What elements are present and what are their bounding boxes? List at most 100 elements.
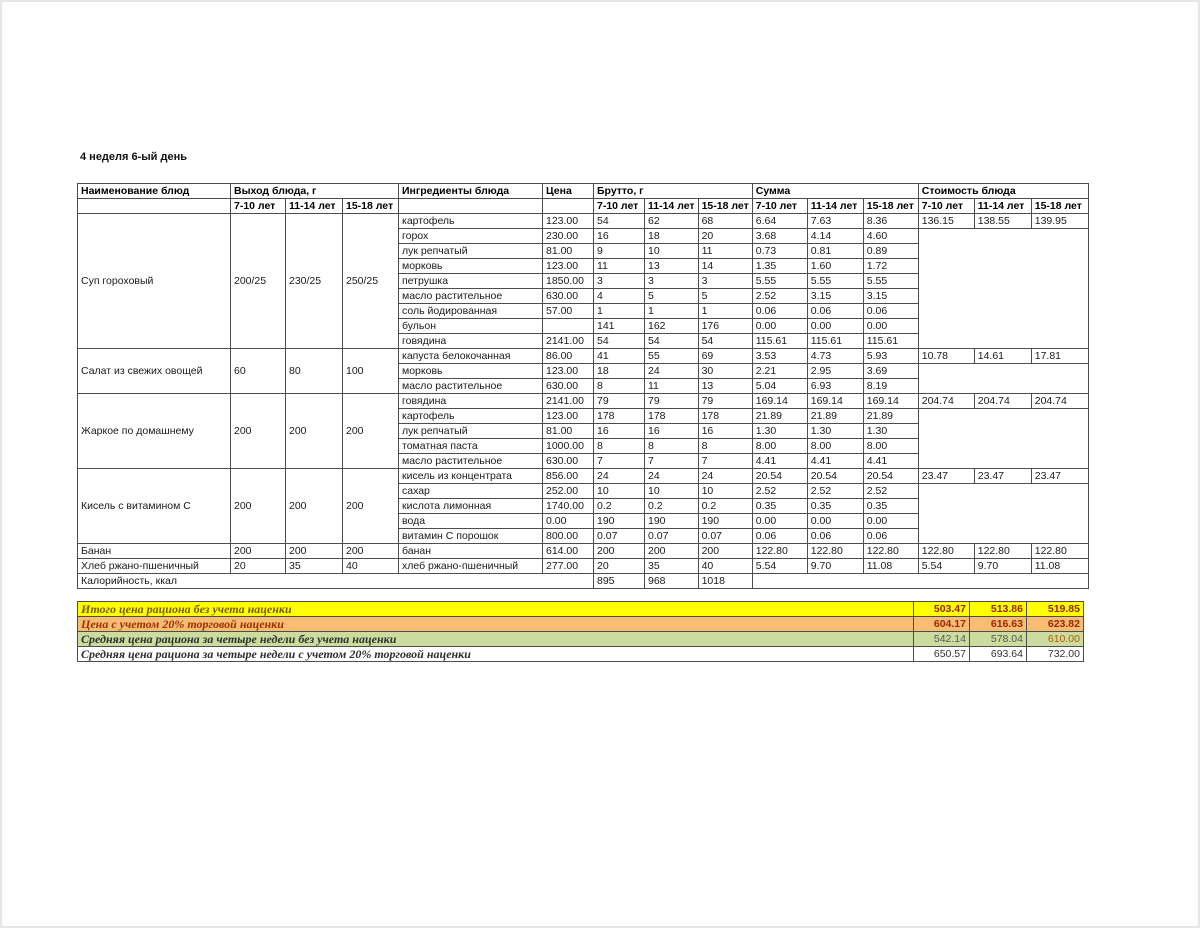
- summary-value: 542.14: [913, 631, 970, 647]
- ingredient-cell: говядина: [398, 393, 543, 409]
- cost-cell: 9.70: [973, 558, 1032, 574]
- dish-vyhod-cell: 200: [342, 393, 399, 469]
- price-cell: 277.00: [542, 558, 594, 574]
- summa-cell: 5.04: [751, 378, 808, 394]
- price-cell: 1740.00: [542, 498, 594, 514]
- dish-name-cell: Жаркое по домашнему: [77, 393, 231, 469]
- cost-cell: 204.74: [917, 393, 975, 409]
- summary-value: 578.04: [969, 631, 1027, 647]
- summa-cell: 2.52: [751, 483, 808, 499]
- ingredient-cell: говядина: [398, 333, 543, 349]
- summa-cell: 2.95: [806, 363, 864, 379]
- summa-cell: 122.80: [806, 543, 864, 559]
- summa-cell: 0.35: [806, 498, 864, 514]
- page-title: 4 неделя 6-ый день: [80, 151, 187, 163]
- summa-cell: 1.72: [862, 258, 919, 274]
- brutto-cell: 5: [644, 288, 699, 304]
- summa-cell: 0.06: [806, 303, 864, 319]
- dish-vyhod-cell: 250/25: [342, 213, 399, 349]
- summa-cell: 4.60: [862, 228, 919, 244]
- price-cell: 252.00: [542, 483, 594, 499]
- cost-cell: 23.47: [917, 468, 975, 484]
- summa-cell: 4.41: [806, 453, 864, 469]
- summa-cell: 0.00: [751, 513, 808, 529]
- summary-value: 503.47: [913, 601, 970, 617]
- brutto-cell: 178: [644, 408, 699, 424]
- summa-cell: 0.06: [862, 528, 919, 544]
- summa-cell: 169.14: [862, 393, 919, 409]
- price-cell: [542, 318, 594, 334]
- summa-cell: 0.00: [862, 318, 919, 334]
- summa-cell: 11.08: [862, 558, 919, 574]
- summa-cell: 0.06: [806, 528, 864, 544]
- price-cell: 86.00: [542, 348, 594, 364]
- summary-value: 623.82: [1026, 616, 1084, 632]
- header-row-groups: Наименование блюд Выход блюда, г Ингредиен…: [77, 183, 1089, 199]
- brutto-cell: 30: [697, 363, 753, 379]
- price-cell: 0.00: [542, 513, 594, 529]
- price-cell: 81.00: [542, 423, 594, 439]
- dish-vyhod-cell: 200: [285, 468, 343, 544]
- dish-vyhod-cell: 230/25: [285, 213, 343, 349]
- brutto-cell: 16: [593, 228, 645, 244]
- ingredient-cell: кисель из концентрата: [398, 468, 543, 484]
- price-cell: 630.00: [542, 378, 594, 394]
- brutto-cell: 35: [644, 558, 699, 574]
- brutto-cell: 3: [697, 273, 753, 289]
- dish-vyhod-cell: 20: [230, 558, 286, 574]
- brutto-cell: 8: [644, 438, 699, 454]
- price-cell: 123.00: [542, 258, 594, 274]
- ingredient-cell: бульон: [398, 318, 543, 334]
- summa-cell: 8.00: [806, 438, 864, 454]
- price-cell: 630.00: [542, 453, 594, 469]
- table-row: сахар 252.00 10 10 10 2.52 2.52 2.52: [78, 483, 1089, 544]
- summa-cell: 4.41: [862, 453, 919, 469]
- brutto-cell: 13: [697, 378, 753, 394]
- brutto-cell: 55: [644, 348, 699, 364]
- brutto-cell: 54: [593, 333, 645, 349]
- brutto-cell: 5: [697, 288, 753, 304]
- kcal-blank-area: [751, 573, 1089, 589]
- dish-vyhod-cell: 60: [230, 348, 286, 394]
- brutto-cell: 24: [644, 468, 699, 484]
- brutto-cell: 176: [697, 318, 753, 334]
- summa-cell: 0.00: [806, 513, 864, 529]
- summa-cell: 1.30: [862, 423, 919, 439]
- brutto-cell: 8: [593, 438, 645, 454]
- header-empty-cell: [398, 198, 543, 214]
- table-row: кислота лимонная 1740.00 0.2 0.2 0.2 0.35 0.35…: [78, 498, 1089, 514]
- cost-cell: 23.47: [973, 468, 1032, 484]
- table-row: морковь 123.00 11 13 14 1.35 1.60 1.72: [78, 258, 1089, 274]
- brutto-cell: 7: [593, 453, 645, 469]
- ingredient-cell: капуста белокочанная: [398, 348, 543, 364]
- brutto-cell: 40: [697, 558, 753, 574]
- cost-cell: 10.78: [917, 348, 975, 364]
- ingredient-cell: масло растительное: [398, 453, 543, 469]
- table-row: масло растительное 630.00 8 11 13 5.04 6.93 8.1…: [78, 378, 1089, 394]
- ingredient-cell: лук репчатый: [398, 423, 543, 439]
- brutto-cell: 62: [644, 213, 699, 229]
- brutto-cell: 54: [644, 333, 699, 349]
- ingredient-cell: соль йодированная: [398, 303, 543, 319]
- menu-table-container: Наименование блюд Выход блюда, г Ингредиен…: [77, 183, 1089, 662]
- brutto-cell: 11: [697, 243, 753, 259]
- ingredient-cell: витамин С порошок: [398, 528, 543, 544]
- table-row: витамин С порошок 800.00 0.07 0.07 0.07 0.06 0…: [78, 528, 1089, 544]
- age-header: 7-10 лет: [593, 198, 645, 214]
- dish-vyhod-cell: 35: [285, 558, 343, 574]
- kcal-value: 968: [644, 573, 699, 589]
- brutto-cell: 54: [697, 333, 753, 349]
- dish-vyhod-cell: 200: [342, 468, 399, 544]
- summa-cell: 21.89: [806, 408, 864, 424]
- brutto-cell: 10: [697, 483, 753, 499]
- dish-name-cell: Салат из свежих овощей: [77, 348, 231, 394]
- brutto-cell: 1: [697, 303, 753, 319]
- summa-cell: 4.14: [806, 228, 864, 244]
- brutto-cell: 11: [644, 378, 699, 394]
- summary-label: Цена с учетом 20% торговой наценки: [77, 616, 914, 632]
- summary-label: Средняя цена рациона за четыре недели с …: [77, 646, 914, 662]
- table-row: вода 0.00 190 190 190 0.00 0.00 0.00: [78, 513, 1089, 529]
- price-cell: 630.00: [542, 288, 594, 304]
- brutto-cell: 18: [644, 228, 699, 244]
- summa-cell: 0.00: [806, 318, 864, 334]
